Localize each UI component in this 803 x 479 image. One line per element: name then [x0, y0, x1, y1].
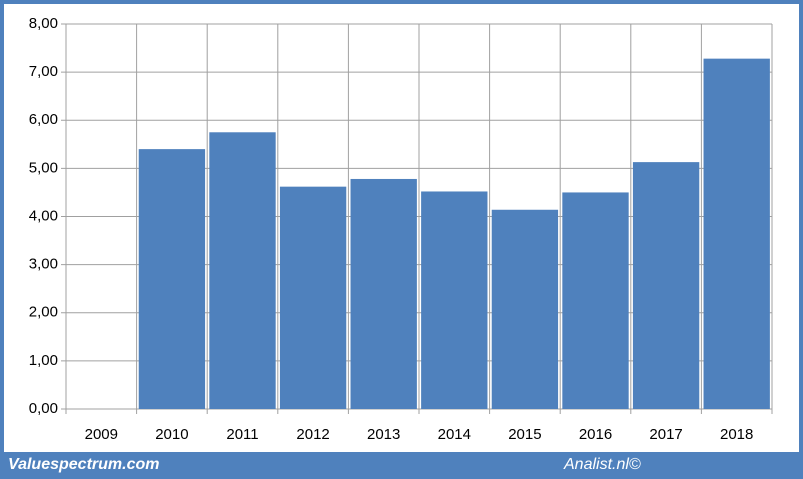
footer-right: Analist.nl©: [563, 456, 641, 473]
x-tick-label: 2010: [155, 426, 188, 443]
x-tick-label: 2011: [226, 426, 258, 443]
x-tick-label: 2012: [296, 426, 329, 443]
bar: [138, 149, 206, 409]
bar: [421, 191, 488, 409]
y-tick-label: 0,00: [29, 400, 58, 417]
x-tick-label: 2017: [649, 426, 682, 443]
y-tick-label: 6,00: [29, 111, 58, 128]
y-tick-label: 2,00: [29, 304, 58, 321]
bar: [209, 132, 276, 409]
y-tick-label: 1,00: [29, 352, 58, 369]
x-tick-label: 2016: [579, 426, 612, 443]
y-tick-label: 7,00: [29, 63, 58, 80]
y-tick-label: 3,00: [29, 256, 58, 273]
x-tick-label: 2009: [85, 426, 118, 443]
x-tick-label: 2014: [438, 426, 471, 443]
bar: [632, 162, 700, 409]
bar: [703, 58, 770, 410]
x-tick-label: 2018: [720, 426, 753, 443]
bar: [279, 186, 347, 409]
x-tick-label: 2015: [508, 426, 541, 443]
y-tick-label: 4,00: [29, 207, 58, 224]
footer-left: Valuespectrum.com: [8, 456, 159, 473]
footer-band: [0, 452, 803, 479]
bar: [350, 178, 417, 409]
bar: [562, 192, 629, 409]
y-tick-label: 5,00: [29, 159, 58, 176]
x-tick-label: 2013: [367, 426, 400, 443]
bar: [491, 209, 559, 409]
y-tick-label: 8,00: [29, 15, 58, 32]
